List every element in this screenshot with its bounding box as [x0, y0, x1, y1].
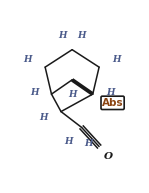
Text: H: H — [84, 139, 92, 148]
Text: H: H — [58, 31, 67, 40]
Text: H: H — [68, 90, 76, 99]
Text: H: H — [112, 55, 121, 64]
FancyBboxPatch shape — [101, 96, 124, 109]
Text: H: H — [106, 88, 114, 97]
Text: O: O — [104, 152, 113, 161]
Text: H: H — [39, 113, 48, 122]
Text: H: H — [77, 31, 86, 40]
Text: H: H — [23, 55, 32, 64]
Text: H: H — [65, 137, 73, 146]
Text: Abs: Abs — [102, 98, 123, 108]
Text: H: H — [30, 88, 38, 97]
